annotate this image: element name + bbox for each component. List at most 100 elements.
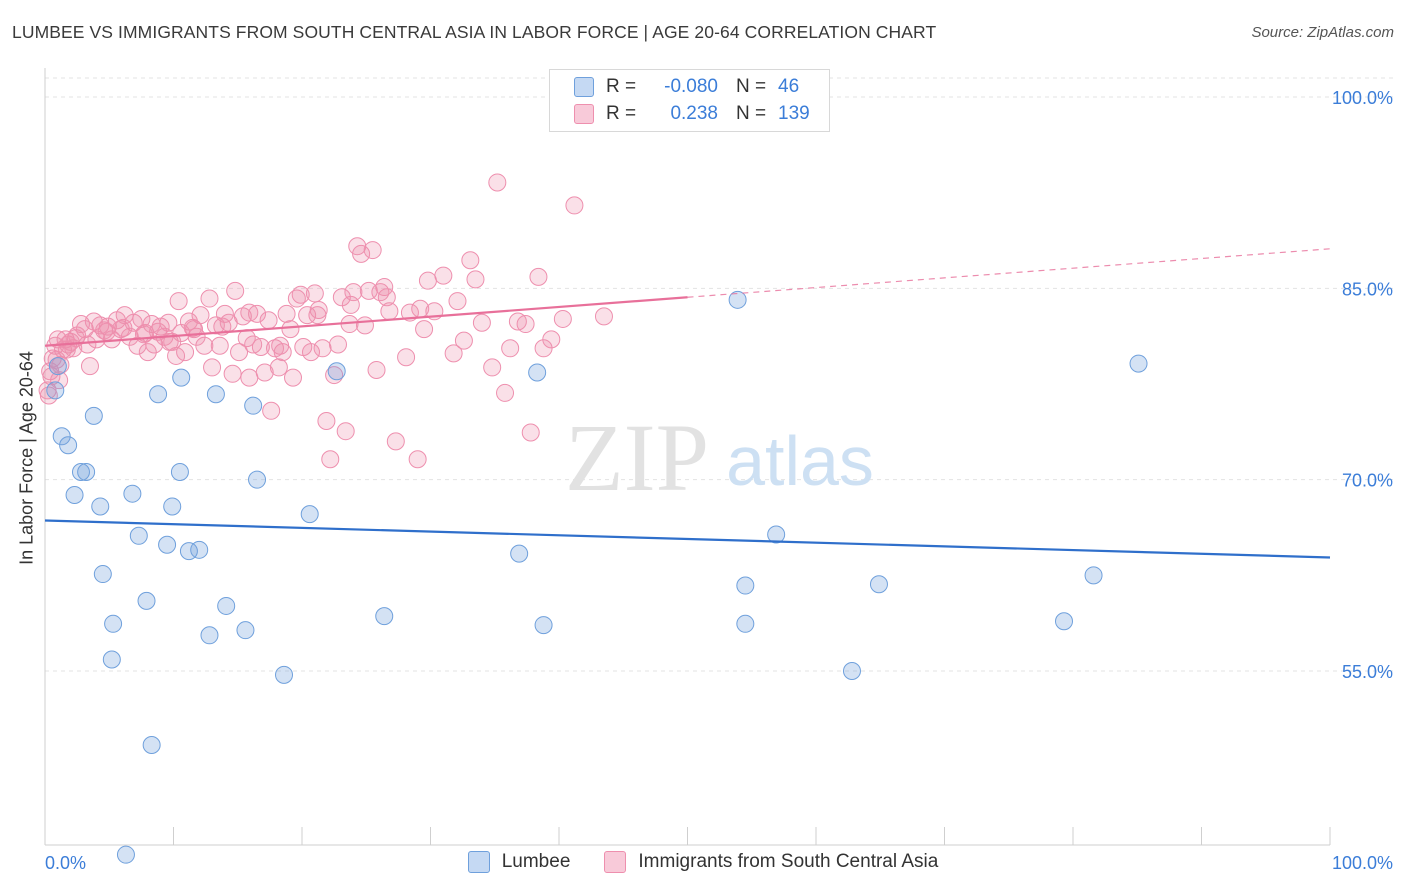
- data-point-immigrants: [565, 196, 584, 215]
- data-point-immigrants: [516, 315, 535, 334]
- correlation-legend: R = -0.080 N = 46 R = 0.238 N = 139: [549, 69, 830, 132]
- data-point-immigrants: [271, 336, 290, 355]
- data-point-immigrants: [223, 364, 242, 383]
- data-point-lumbee: [236, 621, 255, 640]
- data-point-immigrants: [521, 423, 540, 442]
- data-point-immigrants: [321, 450, 340, 469]
- data-point-immigrants: [336, 422, 355, 441]
- watermark-zip: ZIP: [565, 404, 709, 511]
- series-immigrants-points: [38, 89, 613, 469]
- data-point-lumbee: [104, 614, 123, 633]
- data-point-lumbee: [869, 575, 888, 594]
- data-point-lumbee: [142, 735, 161, 754]
- data-point-immigrants: [169, 292, 188, 311]
- data-point-lumbee: [116, 845, 135, 864]
- data-point-immigrants: [195, 336, 214, 355]
- watermark-atlas: atlas: [726, 422, 874, 500]
- source-label: Source: ZipAtlas.com: [1251, 24, 1394, 41]
- data-point-immigrants: [305, 284, 324, 303]
- data-point-lumbee: [129, 526, 148, 545]
- data-point-lumbee: [206, 385, 225, 404]
- data-point-immigrants: [454, 331, 473, 350]
- data-point-lumbee: [93, 565, 112, 584]
- data-point-lumbee: [102, 650, 121, 669]
- data-point-lumbee: [275, 665, 294, 684]
- immigrants-swatch: [604, 851, 627, 873]
- data-point-immigrants: [259, 311, 278, 330]
- watermark: ZIP atlas: [565, 404, 874, 511]
- series-legend: Lumbee Immigrants from South Central Asi…: [0, 851, 1406, 873]
- data-point-lumbee: [736, 614, 755, 633]
- data-point-immigrants: [240, 368, 259, 387]
- data-point-lumbee: [84, 406, 103, 425]
- data-point-lumbee: [170, 463, 189, 482]
- trend-line-lumbee: [44, 519, 1331, 559]
- data-point-immigrants: [200, 289, 219, 308]
- data-point-lumbee: [163, 497, 182, 516]
- data-point-immigrants: [255, 363, 274, 382]
- data-point-lumbee: [149, 385, 168, 404]
- data-point-lumbee: [172, 368, 191, 387]
- data-point-lumbee: [91, 497, 110, 516]
- data-point-immigrants: [466, 270, 485, 289]
- data-point-immigrants: [114, 318, 133, 337]
- data-point-immigrants: [367, 360, 386, 379]
- data-point-lumbee: [71, 463, 90, 482]
- data-point-lumbee: [137, 591, 156, 610]
- trend-line-immigrants: [44, 296, 688, 347]
- data-point-immigrants: [230, 343, 249, 362]
- tick-labels: 55.0% 70.0% 85.0% 100.0% 0.0% 100.0%: [45, 88, 1393, 873]
- data-point-immigrants: [375, 278, 394, 297]
- data-point-lumbee: [244, 396, 263, 415]
- data-point-immigrants: [328, 335, 347, 354]
- data-point-immigrants: [284, 368, 303, 387]
- data-point-immigrants: [240, 303, 259, 322]
- data-point-immigrants: [461, 251, 480, 270]
- data-point-immigrants: [529, 267, 548, 286]
- data-point-lumbee: [1084, 566, 1103, 585]
- data-point-lumbee: [510, 544, 529, 563]
- data-point-immigrants: [291, 285, 310, 304]
- data-point-immigrants: [317, 411, 336, 430]
- data-point-immigrants: [359, 281, 378, 300]
- data-point-immigrants: [97, 322, 116, 341]
- data-point-lumbee: [52, 427, 71, 446]
- legend-item-immigrants[interactable]: Immigrants from South Central Asia: [604, 851, 938, 873]
- data-point-immigrants: [132, 309, 151, 328]
- data-point-lumbee: [375, 607, 394, 626]
- chart-title: LUMBEE VS IMMIGRANTS FROM SOUTH CENTRAL …: [12, 22, 937, 42]
- data-point-immigrants: [488, 173, 507, 192]
- x-tick-label: 0.0%: [45, 853, 86, 873]
- trend-lines: [44, 248, 1331, 559]
- data-point-immigrants: [444, 344, 463, 363]
- data-point-immigrants: [138, 343, 157, 362]
- data-point-immigrants: [483, 358, 502, 377]
- data-point-immigrants: [226, 281, 245, 300]
- y-axis-label: In Labor Force | Age 20-64: [16, 351, 37, 565]
- data-point-lumbee: [534, 616, 553, 635]
- data-point-immigrants: [298, 306, 317, 325]
- data-point-lumbee: [327, 362, 346, 381]
- data-point-immigrants: [176, 343, 195, 362]
- data-point-immigrants: [269, 358, 288, 377]
- axes: [44, 68, 1331, 846]
- data-point-immigrants: [248, 304, 267, 323]
- legend-label-lumbee: Lumbee: [501, 851, 571, 872]
- legend-r-value: 0.238: [670, 103, 718, 124]
- data-point-immigrants: [377, 288, 396, 307]
- y-tick-label: 100.0%: [1332, 88, 1393, 108]
- data-point-lumbee: [77, 463, 96, 482]
- y-tick-label: 55.0%: [1342, 662, 1393, 682]
- legend-n-label: N =: [736, 76, 767, 97]
- data-point-immigrants: [213, 317, 232, 336]
- data-point-lumbee: [736, 576, 755, 595]
- data-point-immigrants: [80, 357, 99, 376]
- data-point-immigrants: [542, 330, 561, 349]
- legend-r-value: -0.080: [664, 76, 718, 97]
- data-point-immigrants: [434, 266, 453, 285]
- legend-item-lumbee[interactable]: Lumbee: [467, 851, 571, 873]
- legend-r-label: R =: [606, 103, 637, 124]
- data-point-lumbee: [300, 505, 319, 524]
- legend-row-lumbee: R = -0.080 N = 46: [574, 75, 799, 99]
- data-point-lumbee: [190, 540, 209, 559]
